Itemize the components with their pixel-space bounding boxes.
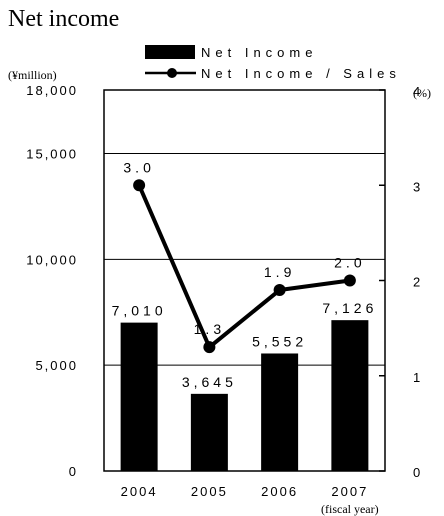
right-tick-label: 2 [413, 275, 422, 290]
line-series: 3.0 1.3 1.9 2.0 [123, 159, 365, 354]
tick-labels: 0 5,000 10,000 15,000 18,000 0 1 2 3 4 2004 2005 200… [26, 83, 422, 499]
legend-line-label: Net Income / Sales [201, 66, 401, 81]
x-tick-label: 2004 [121, 484, 158, 499]
bar-value-label: 5,552 [252, 333, 307, 349]
bar-series: 7,010 3,645 5,552 7,126 [112, 300, 377, 471]
bar [120, 322, 158, 471]
right-tick-label: 1 [413, 370, 422, 385]
ratio-point [203, 341, 216, 354]
bar-value-label: 7,010 [112, 303, 167, 319]
fiscal-year-label: (fiscal year) [321, 502, 379, 516]
left-tick-label: 0 [69, 464, 78, 479]
left-tick-label: 10,000 [26, 252, 78, 267]
left-tick-label: 15,000 [26, 147, 78, 162]
bar-value-label: 3,645 [182, 374, 237, 390]
ratio-point [273, 284, 286, 297]
ratio-value-label: 1.3 [194, 321, 225, 337]
ratio-value-label: 3.0 [123, 159, 154, 175]
bar [261, 353, 299, 471]
left-axis-unit: (¥million) [8, 68, 57, 82]
ratio-value-label: 1.9 [264, 264, 295, 280]
right-axis-unit: (%) [413, 86, 431, 100]
right-tick-label: 0 [413, 465, 422, 480]
legend-bar-swatch [145, 45, 195, 59]
legend: Net Income Net Income / Sales [145, 45, 401, 81]
x-tick-label: 2006 [261, 484, 298, 499]
legend-bar-label: Net Income [201, 45, 317, 60]
x-tick-label: 2007 [331, 484, 368, 499]
left-tick-label: 18,000 [26, 83, 78, 98]
right-tick-label: 4 [413, 84, 422, 99]
bar [190, 393, 228, 471]
ratio-line [137, 184, 351, 350]
bar-value-label: 7,126 [322, 300, 377, 316]
ratio-point [133, 179, 146, 192]
ratio-value-label: 2.0 [334, 255, 365, 271]
bar [331, 320, 369, 471]
legend-line-marker [167, 68, 177, 78]
x-tick-label: 2005 [191, 484, 228, 499]
axes [103, 89, 386, 472]
left-tick-label: 5,000 [35, 358, 78, 373]
ratio-point [343, 274, 356, 287]
right-tick-label: 3 [413, 179, 422, 194]
chart-title: Net income [8, 6, 120, 32]
